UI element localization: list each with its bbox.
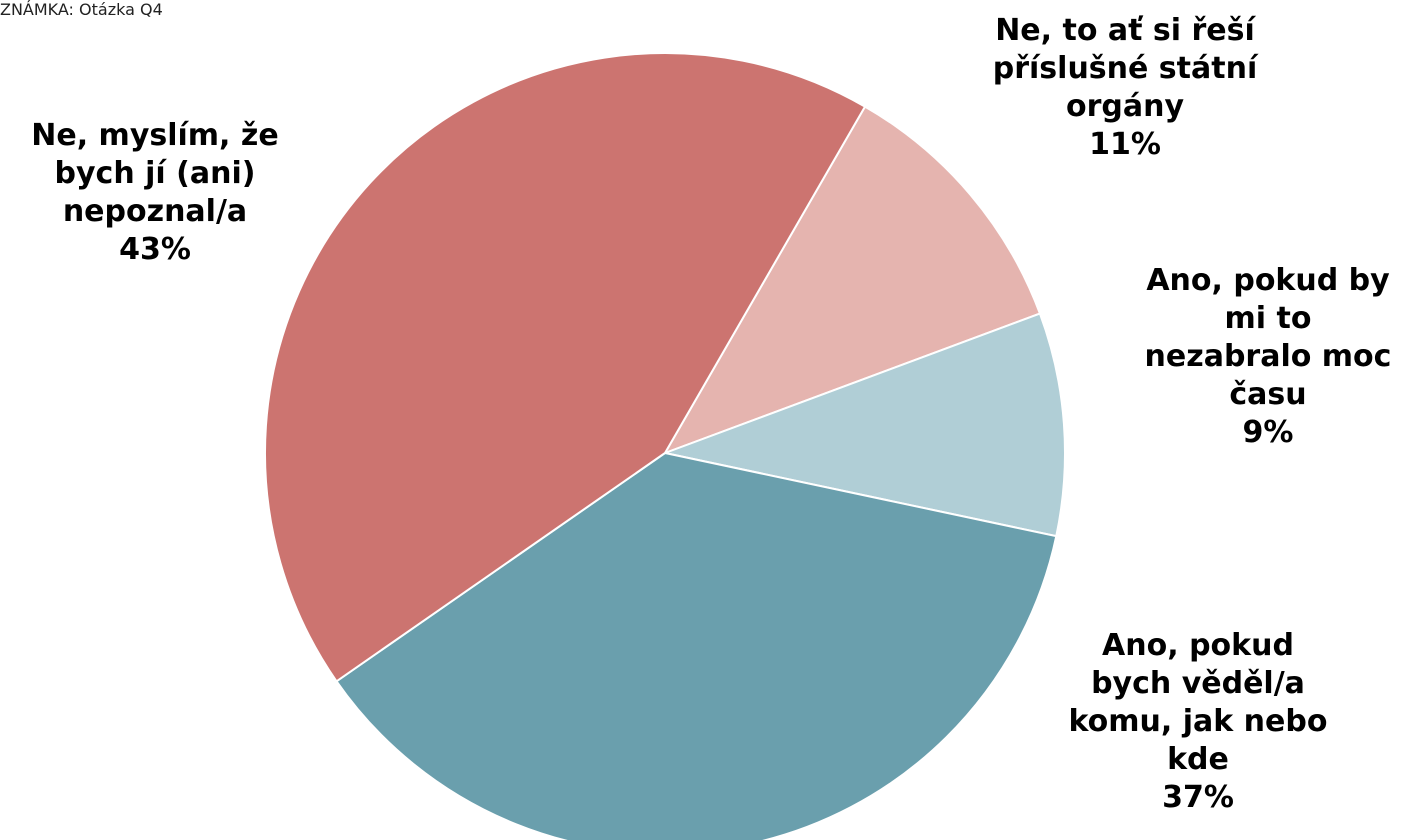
slice-value-label: 43% — [119, 232, 191, 267]
source-note: ZNÁMKA: Otázka Q4 — [0, 0, 163, 19]
pie-slice — [264, 52, 867, 683]
slice-label: Ano, pokud bych věděl/a komu, jak nebo kde 3… — [1069, 628, 1328, 815]
pie-slice — [662, 105, 1042, 455]
slice-label-line: kde — [1167, 742, 1229, 777]
slice-value-label: 37% — [1162, 780, 1234, 815]
slice-label: Ne, myslím, že bych jí (ani) nepoznal/a 43% — [31, 118, 278, 267]
slice-label-line: komu, jak nebo — [1069, 704, 1328, 739]
slice-label-line: bych věděl/a — [1091, 666, 1305, 701]
slice-label-line: Ano, pokud — [1102, 628, 1294, 663]
slice-label: Ano, pokud by mi to nezabralo moc času 9% — [1145, 263, 1392, 450]
pie-slice — [335, 451, 1058, 840]
slice-label-line: mi to — [1225, 301, 1312, 336]
slice-value-label: 9% — [1243, 415, 1294, 450]
slice-label-line: Ano, pokud by — [1146, 263, 1390, 298]
slice-label-line: Ne, to ať si řeší — [995, 13, 1256, 48]
slice-label-line: bych jí (ani) — [55, 156, 256, 191]
slice-label-line: orgány — [1066, 89, 1184, 124]
pie-slices — [264, 52, 1066, 840]
slice-label: Ne, to ať si řeší příslušné státní orgány 1… — [993, 13, 1259, 162]
pie-slice — [661, 312, 1066, 538]
slice-labels: Ne, to ať si řeší příslušné státní orgány 1… — [31, 13, 1391, 815]
slice-label-line: nepoznal/a — [63, 194, 247, 229]
slice-label-line: příslušné státní — [993, 51, 1259, 86]
slice-value-label: 11% — [1089, 127, 1161, 162]
slice-label-line: času — [1229, 377, 1306, 412]
slice-label-line: Ne, myslím, že — [31, 118, 278, 153]
slice-label-line: nezabralo moc — [1145, 339, 1392, 374]
